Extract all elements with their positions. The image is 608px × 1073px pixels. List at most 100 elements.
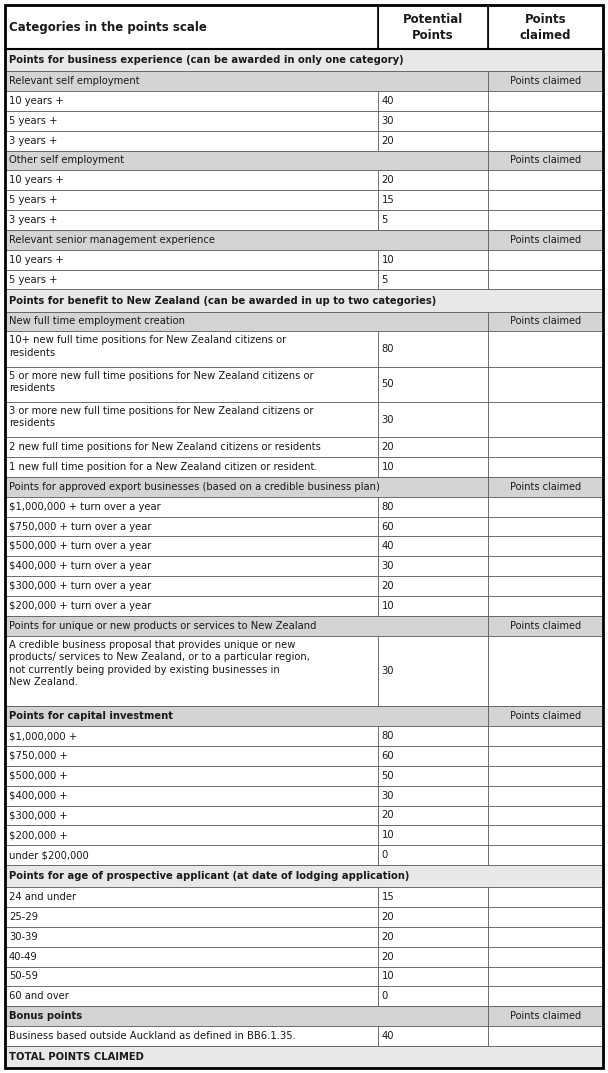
Text: 40: 40: [382, 95, 394, 106]
Text: A credible business proposal that provides unique or new
products/ services to N: A credible business proposal that provid…: [9, 640, 310, 687]
Text: Points claimed: Points claimed: [510, 156, 581, 165]
Bar: [5, 5, 603, 49]
Text: 50: 50: [382, 380, 394, 389]
Text: 30: 30: [382, 666, 394, 676]
Text: Points for benefit to New Zealand (can be awarded in up to two categories): Points for benefit to New Zealand (can b…: [9, 295, 437, 306]
Bar: [5, 49, 603, 71]
Text: 10: 10: [382, 831, 394, 840]
Text: 3 years +: 3 years +: [9, 215, 57, 225]
Bar: [5, 190, 603, 210]
Text: $750,000 +: $750,000 +: [9, 751, 68, 761]
Text: Points claimed: Points claimed: [510, 1011, 581, 1021]
Text: Points
claimed: Points claimed: [520, 13, 572, 42]
Text: 80: 80: [382, 502, 394, 512]
Bar: [5, 927, 603, 946]
Text: Points for age of prospective applicant (at date of lodging application): Points for age of prospective applicant …: [9, 871, 409, 881]
Text: Points for business experience (can be awarded in only one category): Points for business experience (can be a…: [9, 55, 404, 65]
Text: 50-59: 50-59: [9, 971, 38, 982]
Bar: [5, 269, 603, 290]
Text: 1 new full time position for a New Zealand citizen or resident.: 1 new full time position for a New Zeala…: [9, 462, 317, 472]
Bar: [5, 576, 603, 596]
Bar: [5, 150, 603, 171]
Text: 10: 10: [382, 462, 394, 472]
Text: 0: 0: [382, 850, 388, 861]
Text: 60 and over: 60 and over: [9, 991, 69, 1001]
Bar: [5, 946, 603, 967]
Text: 30: 30: [382, 116, 394, 126]
Text: 20: 20: [382, 175, 394, 186]
Text: 80: 80: [382, 731, 394, 741]
Text: 20: 20: [382, 810, 394, 821]
Text: 5 years +: 5 years +: [9, 275, 58, 284]
Text: Points for unique or new products or services to New Zealand: Points for unique or new products or ser…: [9, 621, 317, 631]
Text: 30-39: 30-39: [9, 931, 38, 942]
Text: $400,000 +: $400,000 +: [9, 791, 67, 800]
Bar: [5, 865, 603, 887]
Text: 3 or more new full time positions for New Zealand citizens or
residents: 3 or more new full time positions for Ne…: [9, 406, 314, 428]
Text: 15: 15: [382, 892, 395, 902]
Bar: [5, 332, 603, 367]
Text: 10 years +: 10 years +: [9, 175, 64, 186]
Text: 10: 10: [382, 971, 394, 982]
Bar: [5, 210, 603, 230]
Text: $750,000 + turn over a year: $750,000 + turn over a year: [9, 521, 151, 531]
Text: Other self employment: Other self employment: [9, 156, 124, 165]
Bar: [5, 402, 603, 438]
Text: 2 new full time positions for New Zealand citizens or residents: 2 new full time positions for New Zealan…: [9, 442, 321, 452]
Bar: [5, 967, 603, 986]
Bar: [5, 111, 603, 131]
Text: 10 years +: 10 years +: [9, 95, 64, 106]
Bar: [5, 846, 603, 865]
Text: Bonus points: Bonus points: [9, 1011, 82, 1021]
Bar: [5, 1026, 603, 1046]
Text: 20: 20: [382, 135, 394, 146]
Bar: [5, 171, 603, 190]
Text: 5 years +: 5 years +: [9, 195, 58, 205]
Bar: [5, 986, 603, 1006]
Bar: [5, 230, 603, 250]
Text: 20: 20: [382, 912, 394, 922]
Bar: [5, 438, 603, 457]
Text: 60: 60: [382, 521, 394, 531]
Text: Points for capital investment: Points for capital investment: [9, 711, 173, 721]
Bar: [5, 91, 603, 111]
Bar: [5, 290, 603, 311]
Text: Points for approved export businesses (based on a credible business plan): Points for approved export businesses (b…: [9, 482, 380, 491]
Bar: [5, 746, 603, 766]
Text: 30: 30: [382, 414, 394, 425]
Bar: [5, 311, 603, 332]
Text: 24 and under: 24 and under: [9, 892, 76, 902]
Bar: [5, 477, 603, 497]
Text: 5: 5: [382, 275, 388, 284]
Text: 20: 20: [382, 952, 394, 961]
Text: under $200,000: under $200,000: [9, 850, 89, 861]
Bar: [5, 635, 603, 706]
Text: 5 years +: 5 years +: [9, 116, 58, 126]
Bar: [5, 706, 603, 726]
Text: 50: 50: [382, 770, 394, 781]
Bar: [5, 907, 603, 927]
Bar: [5, 497, 603, 517]
Text: $300,000 +: $300,000 +: [9, 810, 67, 821]
Text: Relevant senior management experience: Relevant senior management experience: [9, 235, 215, 245]
Text: Potential
Points: Potential Points: [402, 13, 463, 42]
Bar: [5, 131, 603, 150]
Bar: [5, 1046, 603, 1068]
Bar: [5, 71, 603, 91]
Text: Points claimed: Points claimed: [510, 235, 581, 245]
Bar: [5, 556, 603, 576]
Text: Categories in the points scale: Categories in the points scale: [9, 20, 207, 33]
Text: 40: 40: [382, 542, 394, 552]
Bar: [5, 806, 603, 825]
Text: 10: 10: [382, 254, 394, 265]
Bar: [5, 536, 603, 556]
Text: 30: 30: [382, 791, 394, 800]
Bar: [5, 726, 603, 746]
Bar: [5, 887, 603, 907]
Text: TOTAL POINTS CLAIMED: TOTAL POINTS CLAIMED: [9, 1052, 144, 1062]
Bar: [5, 596, 603, 616]
Bar: [5, 616, 603, 635]
Text: Points claimed: Points claimed: [510, 621, 581, 631]
Bar: [5, 517, 603, 536]
Bar: [5, 785, 603, 806]
